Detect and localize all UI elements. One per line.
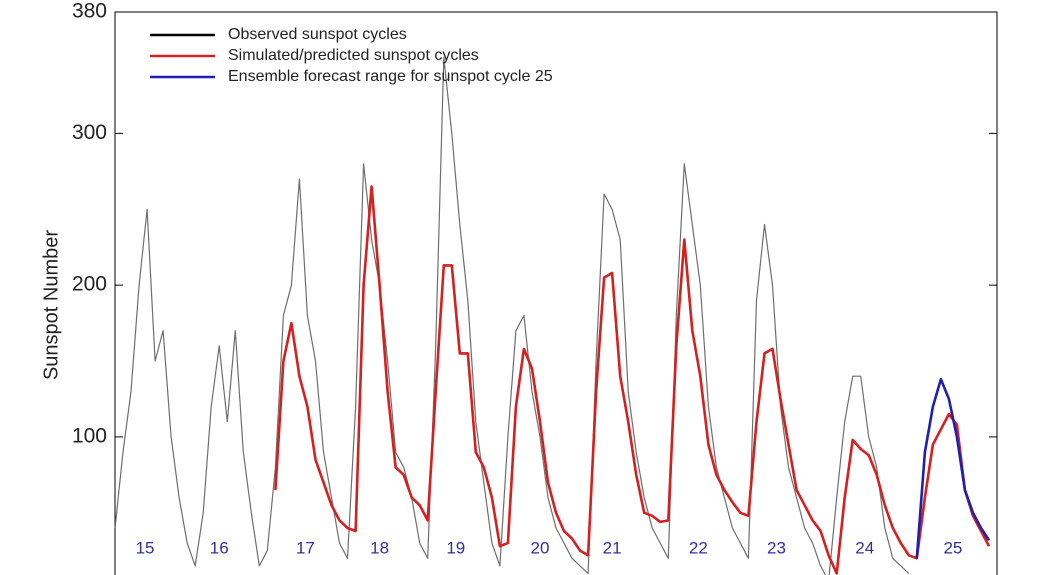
cycle-label: 17 xyxy=(296,539,315,558)
cycle-label: 18 xyxy=(370,539,389,558)
y-tick-label: 200 xyxy=(72,273,107,296)
series-line xyxy=(915,377,991,559)
legend-label: Simulated/predicted sunspot cycles xyxy=(228,47,479,64)
cycle-label: 20 xyxy=(531,539,550,558)
plot-frame xyxy=(114,11,998,575)
legend-label: Observed sunspot cycles xyxy=(228,26,407,43)
legend-label: Ensemble forecast range for sunspot cycl… xyxy=(228,68,553,85)
y-axis-label: Sunspot Number xyxy=(40,230,62,380)
cycle-label: 22 xyxy=(689,539,708,558)
y-tick-label: 380 xyxy=(72,0,107,23)
cycle-label: 24 xyxy=(855,539,874,558)
series-line xyxy=(274,185,991,575)
y-tick-label: 100 xyxy=(72,424,107,447)
y-tick-label: 300 xyxy=(72,121,107,144)
series-line xyxy=(114,56,910,575)
cycle-label: 23 xyxy=(767,539,786,558)
cycle-label: 21 xyxy=(603,539,622,558)
cycle-label: 15 xyxy=(136,539,155,558)
cycle-label: 25 xyxy=(943,539,962,558)
cycle-label: 16 xyxy=(210,539,229,558)
cycle-label: 19 xyxy=(446,539,465,558)
